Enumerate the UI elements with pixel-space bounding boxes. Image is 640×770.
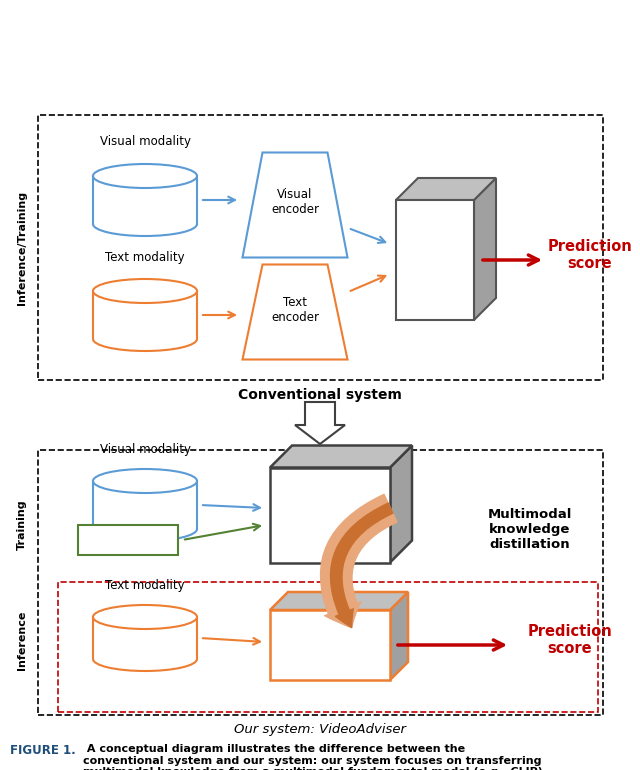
Polygon shape bbox=[474, 178, 496, 320]
Text: Prompt: Prompt bbox=[107, 534, 149, 547]
Bar bbox=[93, 291, 197, 339]
Text: Training: Training bbox=[17, 500, 27, 551]
Bar bbox=[93, 481, 197, 529]
Bar bbox=[270, 610, 390, 680]
Text: Text
encoder: Text encoder bbox=[271, 296, 319, 324]
Bar bbox=[38, 115, 603, 380]
Bar bbox=[38, 450, 603, 715]
Bar bbox=[93, 617, 197, 659]
FancyArrowPatch shape bbox=[330, 503, 393, 628]
Text: CLIP: CLIP bbox=[314, 507, 346, 523]
Polygon shape bbox=[390, 446, 412, 563]
Bar bbox=[58, 582, 598, 712]
Ellipse shape bbox=[93, 605, 197, 629]
Text: Text modality: Text modality bbox=[105, 578, 185, 591]
Bar bbox=[93, 176, 197, 224]
Text: Visual
encoder: Visual encoder bbox=[271, 188, 319, 216]
Text: Prediction
score: Prediction score bbox=[548, 239, 632, 271]
Text: Our system: VideoAdviser: Our system: VideoAdviser bbox=[234, 724, 406, 736]
Bar bbox=[396, 200, 474, 320]
Ellipse shape bbox=[93, 279, 197, 303]
Bar bbox=[270, 467, 390, 563]
Text: FIGURE 1.: FIGURE 1. bbox=[10, 744, 76, 757]
Polygon shape bbox=[270, 446, 412, 467]
Ellipse shape bbox=[93, 647, 197, 671]
Ellipse shape bbox=[93, 327, 197, 351]
Ellipse shape bbox=[93, 469, 197, 493]
Bar bbox=[78, 525, 178, 555]
Polygon shape bbox=[396, 178, 496, 200]
Ellipse shape bbox=[93, 517, 197, 541]
Text: Multimodal
fusion
module: Multimodal fusion module bbox=[404, 256, 466, 289]
Text: Inference/Training: Inference/Training bbox=[17, 191, 27, 305]
Ellipse shape bbox=[93, 212, 197, 236]
Polygon shape bbox=[270, 592, 408, 610]
Polygon shape bbox=[243, 265, 348, 360]
Polygon shape bbox=[295, 402, 345, 444]
Polygon shape bbox=[243, 152, 348, 257]
Text: Inference: Inference bbox=[17, 611, 27, 670]
FancyArrowPatch shape bbox=[321, 494, 397, 628]
Text: Visual modality: Visual modality bbox=[99, 136, 191, 149]
Text: Multimodal
knowledge
distillation: Multimodal knowledge distillation bbox=[488, 508, 572, 551]
Text: Visual modality: Visual modality bbox=[99, 444, 191, 457]
Text: A conceptual diagram illustrates the difference between the
conventional system : A conceptual diagram illustrates the dif… bbox=[83, 744, 543, 770]
Text: Conventional system: Conventional system bbox=[238, 388, 402, 402]
Text: RoBERTa: RoBERTa bbox=[300, 638, 360, 652]
Polygon shape bbox=[390, 592, 408, 680]
Text: Prediction
score: Prediction score bbox=[527, 624, 612, 656]
Text: Text modality: Text modality bbox=[105, 250, 185, 263]
Ellipse shape bbox=[93, 164, 197, 188]
